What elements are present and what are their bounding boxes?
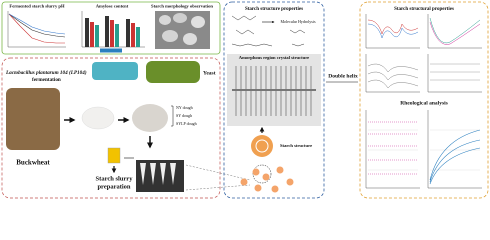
bar [131, 23, 135, 47]
strain-label: fermentation [32, 77, 61, 83]
flour-image [81, 106, 115, 130]
chart-title: Fermented starch slurry pH [9, 4, 65, 9]
granule [162, 30, 178, 42]
rheology-title: Rheological analysis [400, 100, 448, 106]
bar [85, 18, 89, 47]
axes [7, 11, 66, 48]
curve [430, 63, 480, 81]
granule [191, 16, 205, 28]
granule [173, 13, 187, 23]
granule [262, 173, 270, 181]
curve [368, 121, 418, 175]
spectra [365, 14, 482, 93]
chart-title: Starch morphology observation [151, 4, 213, 9]
sem-image [155, 11, 210, 49]
results-box [1, 1, 221, 55]
bacteria-image [92, 62, 138, 80]
curve [367, 63, 419, 89]
bar [136, 27, 140, 47]
bar [105, 16, 109, 47]
process-label: Starch slurry [96, 175, 134, 182]
buckwheat-label: Buckwheat [16, 159, 50, 167]
line [8, 13, 65, 44]
granule [159, 15, 171, 25]
curve [367, 19, 419, 35]
molecule-diagram [231, 15, 306, 47]
curve [429, 21, 481, 45]
connector [185, 164, 251, 191]
graphical-abstract: Fermented starch slurry pH Amylose conte… [1, 1, 489, 199]
line [8, 13, 66, 35]
amylose-chart [81, 11, 145, 53]
line [8, 13, 66, 38]
panel-title: Starch structural properties [394, 7, 454, 12]
panel-title: Starch structure properties [245, 7, 303, 12]
helix-label: Double helix [328, 73, 358, 79]
buckwheat-image [6, 88, 60, 150]
axes [365, 110, 482, 189]
granule [251, 135, 273, 157]
bar [115, 24, 119, 47]
bar [95, 25, 99, 47]
grid [368, 129, 480, 171]
chart-title: Amylose content [96, 4, 129, 9]
granule [286, 178, 294, 186]
axes [365, 14, 482, 93]
highlight [252, 164, 272, 184]
chain [289, 29, 306, 47]
axes [81, 11, 145, 48]
structure-box [223, 1, 325, 199]
process-box [1, 57, 221, 199]
crystal-title: Amorphous region crystal structure [239, 55, 309, 60]
granule [240, 178, 248, 186]
dough-label: SYLP dough [176, 121, 197, 126]
dough-image [132, 104, 168, 132]
yeast-label: Yeast [203, 70, 216, 76]
bar [110, 20, 114, 47]
bracket [171, 105, 174, 127]
granule [183, 33, 197, 45]
process-label: preparation [97, 183, 130, 190]
granule [276, 166, 284, 174]
dough-label: NY dough [176, 105, 193, 110]
properties-box [359, 1, 489, 199]
hydrolysis-label: Molecular Hydrolysis [281, 19, 316, 24]
strain-label: Lactobacillus plantarum 104 (LP104) [5, 69, 87, 76]
chain [231, 15, 273, 47]
granule [252, 168, 260, 176]
rheology-charts [365, 110, 482, 189]
granule-ring [255, 139, 269, 153]
structure-label: Starch structure [280, 143, 312, 148]
tubes [140, 163, 176, 185]
bar [126, 19, 130, 47]
curve [429, 129, 481, 185]
yeast-image [146, 61, 200, 83]
curve [367, 23, 419, 39]
ph-chart [7, 11, 66, 48]
legend-strip [100, 48, 122, 53]
curve [429, 17, 481, 44]
bar [90, 22, 94, 47]
beaker [107, 147, 121, 164]
granule [254, 184, 262, 192]
granules [240, 166, 294, 193]
dough-label: SY dough [176, 113, 192, 118]
granule [271, 185, 279, 193]
